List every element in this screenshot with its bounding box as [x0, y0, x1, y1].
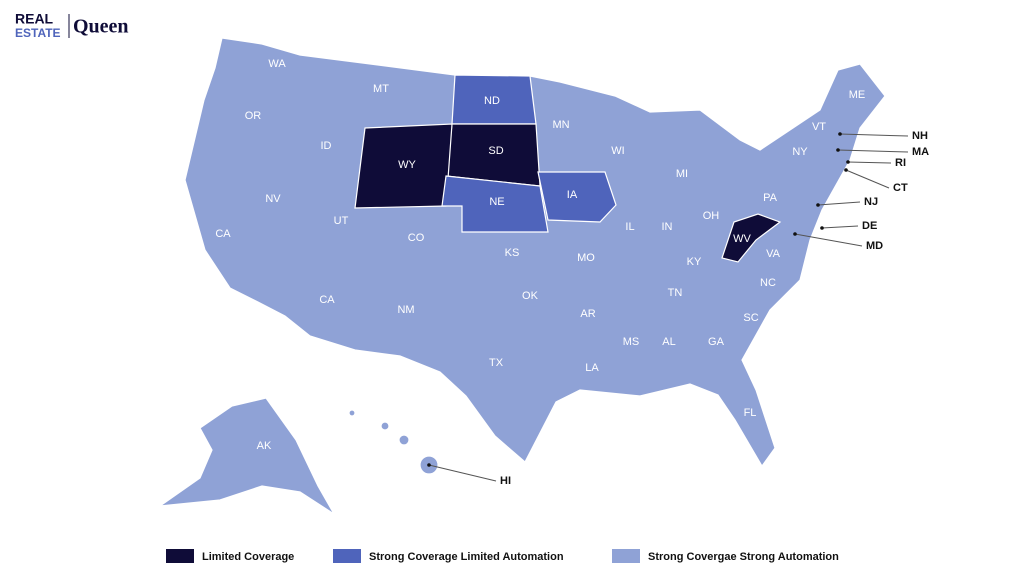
callout-dot — [793, 232, 797, 236]
state-label: SD — [488, 145, 503, 157]
callout-line — [839, 133, 909, 137]
hawaii — [380, 421, 390, 431]
legend-swatch — [333, 549, 361, 563]
callout-dot — [844, 168, 848, 172]
callout-dot — [816, 203, 820, 207]
hawaii — [348, 409, 356, 417]
state-label: TX — [489, 357, 504, 369]
legend-label: Strong Covergae Strong Automation — [648, 551, 839, 563]
state-label: TN — [668, 287, 683, 299]
state-label: ME — [849, 89, 866, 101]
callout-dot — [820, 226, 824, 230]
callout-label: NH — [912, 130, 928, 142]
callout-dot — [836, 148, 840, 152]
legend-label: Limited Coverage — [202, 551, 294, 563]
state-label: CA — [319, 294, 335, 306]
state-label: MT — [373, 83, 389, 95]
state-label: KY — [687, 256, 702, 268]
state-label: NE — [489, 196, 504, 208]
state-label: UT — [334, 215, 349, 227]
state-wv — [721, 213, 782, 263]
state-label: ND — [484, 95, 500, 107]
callout-line — [847, 161, 892, 164]
callout-label: NJ — [864, 196, 878, 208]
callout-dot — [846, 160, 850, 164]
logo-line1: REAL — [15, 11, 54, 27]
map — [157, 37, 886, 515]
callout-line — [428, 464, 497, 482]
state-label: IA — [567, 189, 578, 201]
state-label: WV — [733, 233, 751, 245]
state-label: MI — [676, 168, 688, 180]
callout-line — [817, 201, 861, 206]
callout-label: MA — [912, 146, 929, 158]
state-label: NC — [760, 277, 776, 289]
state-label: NV — [265, 193, 281, 205]
state-label: NY — [792, 146, 808, 158]
callout-label: HI — [500, 475, 511, 487]
callout-line — [794, 233, 863, 247]
state-label: AL — [662, 336, 675, 348]
callout-line — [821, 225, 859, 229]
state-label: SC — [743, 312, 758, 324]
state-label: KS — [505, 247, 520, 259]
state-label: OR — [245, 110, 262, 122]
state-label: WY — [398, 159, 416, 171]
callout-label: CT — [893, 182, 908, 194]
state-label: CA — [215, 228, 231, 240]
alaska — [157, 397, 335, 515]
state-label: VA — [766, 248, 781, 260]
state-ia — [537, 171, 617, 223]
state-label: AK — [257, 440, 272, 452]
state-label: OH — [703, 210, 720, 222]
callout-line — [837, 149, 909, 153]
state-ne — [441, 175, 549, 233]
legend-swatch — [612, 549, 640, 563]
callout-dot — [427, 463, 431, 467]
state-label: MN — [552, 119, 569, 131]
state-label: WA — [268, 58, 286, 70]
state-label: CO — [408, 232, 425, 244]
logo-brand: Queen — [73, 16, 129, 38]
state-label: VT — [812, 121, 826, 133]
state-label: MO — [577, 252, 595, 264]
callout-line — [845, 169, 890, 189]
state-label: IN — [662, 221, 673, 233]
state-label: GA — [708, 336, 725, 348]
state-label: NM — [397, 304, 414, 316]
legend-label: Strong Coverage Limited Automation — [369, 551, 564, 563]
state-label: IL — [625, 221, 634, 233]
callout-dot — [838, 132, 842, 136]
state-label: PA — [763, 192, 778, 204]
state-label: MS — [623, 336, 640, 348]
state-label: WI — [611, 145, 624, 157]
us-mainland — [184, 37, 886, 468]
callout-label: RI — [895, 157, 906, 169]
callout-label: DE — [862, 220, 877, 232]
state-label: AR — [580, 308, 595, 320]
state-label: OK — [522, 290, 539, 302]
legend-swatch — [166, 549, 194, 563]
hawaii — [398, 434, 410, 446]
callout-label: MD — [866, 240, 883, 252]
state-label: FL — [744, 407, 757, 419]
state-label: LA — [585, 362, 599, 374]
logo-line2: ESTATE — [15, 26, 61, 40]
state-label: ID — [321, 140, 332, 152]
